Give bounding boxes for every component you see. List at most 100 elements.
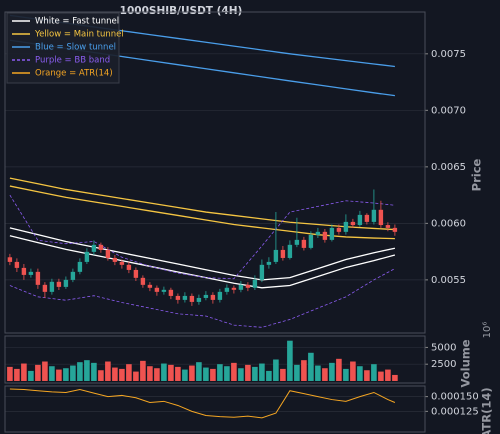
volume-bar: [189, 365, 195, 381]
volume-bar: [175, 366, 181, 381]
volume-bar: [287, 340, 293, 381]
candle-body: [245, 284, 251, 288]
volume-bar: [273, 359, 279, 381]
volume-bar: [301, 360, 307, 381]
y-tick-label: 0.0075: [431, 49, 466, 60]
candle-body: [385, 225, 391, 228]
volume-bar: [84, 360, 90, 381]
candle-body: [119, 261, 125, 265]
candle-body: [168, 289, 174, 296]
legend-label: Yellow = Main tunnel: [34, 30, 124, 40]
candle-body: [210, 294, 216, 300]
volume-bar: [196, 362, 202, 381]
candle-body: [315, 231, 321, 235]
volume-bar: [63, 368, 69, 381]
candle-body: [336, 227, 342, 232]
panel-frame: [4, 385, 426, 433]
overlay-line: [9, 268, 396, 328]
candle-body: [70, 271, 76, 280]
candle-body: [147, 284, 153, 288]
volume-bar: [140, 360, 146, 381]
volume-bar: [224, 366, 230, 381]
candle-body: [133, 269, 139, 278]
overlay-line: [9, 194, 395, 280]
candle-body: [63, 279, 69, 287]
volume-bar: [308, 352, 314, 381]
y-tick-label: 2500: [431, 359, 456, 370]
volume-bar: [98, 370, 104, 381]
candle-body: [140, 277, 146, 285]
volume-bar: [182, 369, 188, 381]
candle-body: [308, 234, 314, 248]
volume-bar: [21, 363, 27, 381]
volume-bar: [126, 364, 132, 381]
overlay-line: [9, 177, 395, 231]
candle-body: [161, 289, 167, 292]
legend-label: Purple = BB band: [35, 56, 110, 66]
panel-frame: [4, 335, 426, 384]
candle-body: [273, 249, 279, 262]
chart-title: 1000SHIB/USDT (4H): [120, 5, 243, 17]
overlay-line: [9, 185, 395, 240]
candle-body: [91, 244, 97, 252]
volume-bar: [35, 364, 41, 381]
y-tick-label: 0.0065: [431, 162, 466, 173]
volume-bar: [364, 370, 370, 381]
volume-bar: [147, 366, 153, 381]
volume-bar: [217, 364, 223, 381]
candle-body: [182, 295, 188, 300]
volume-bar: [245, 364, 251, 381]
y-tick-label: 0.000150: [431, 392, 479, 403]
volume-bar: [91, 362, 97, 381]
legend-label: Blue = Slow tunnel: [35, 43, 116, 53]
candle-body: [28, 271, 34, 275]
volume-bar: [315, 365, 321, 381]
volume-bar: [119, 368, 125, 381]
volume-bar: [385, 369, 391, 381]
volume-bar: [371, 364, 377, 381]
candle-body: [112, 257, 118, 262]
volume-bar: [210, 368, 216, 381]
candle-body: [224, 287, 230, 292]
candle-body: [14, 261, 20, 268]
y-tick-label: 0.0055: [431, 275, 466, 286]
candle-body: [238, 284, 244, 290]
candle-body: [259, 264, 265, 280]
volume-bar: [203, 367, 209, 381]
candle-body: [42, 284, 48, 292]
candle-body: [329, 227, 335, 240]
candle-body: [392, 227, 398, 232]
candle-body: [266, 261, 272, 265]
candle-body: [378, 209, 384, 226]
candle-body: [175, 295, 181, 300]
candle-body: [287, 244, 293, 258]
volume-bar: [112, 367, 118, 381]
candle-body: [280, 249, 286, 258]
candle-body: [231, 287, 237, 290]
candle-body: [252, 279, 258, 288]
y-tick-label: 5000: [431, 342, 456, 353]
candle-body: [357, 214, 363, 226]
candle-body: [105, 249, 111, 258]
volume-bar: [231, 362, 237, 381]
candle-body: [7, 257, 13, 262]
volume-bar: [259, 363, 265, 381]
candle-body: [21, 267, 27, 275]
volume-bar: [322, 368, 328, 381]
volume-bar: [252, 366, 258, 381]
volume-bar: [336, 358, 342, 381]
candle-body: [84, 251, 90, 262]
volume-bar: [154, 368, 160, 381]
volume-bar: [49, 366, 55, 381]
y-axis-label: Price: [470, 158, 484, 191]
y-axis-label: Volume: [459, 339, 473, 387]
candle-body: [77, 261, 83, 272]
volume-bar: [28, 370, 34, 381]
candle-body: [189, 295, 195, 302]
panel-frame: [4, 11, 426, 334]
candle-body: [294, 239, 300, 245]
candle-body: [154, 287, 160, 292]
legend-label: White = Fast tunnel: [35, 17, 119, 27]
candle-body: [56, 281, 62, 287]
